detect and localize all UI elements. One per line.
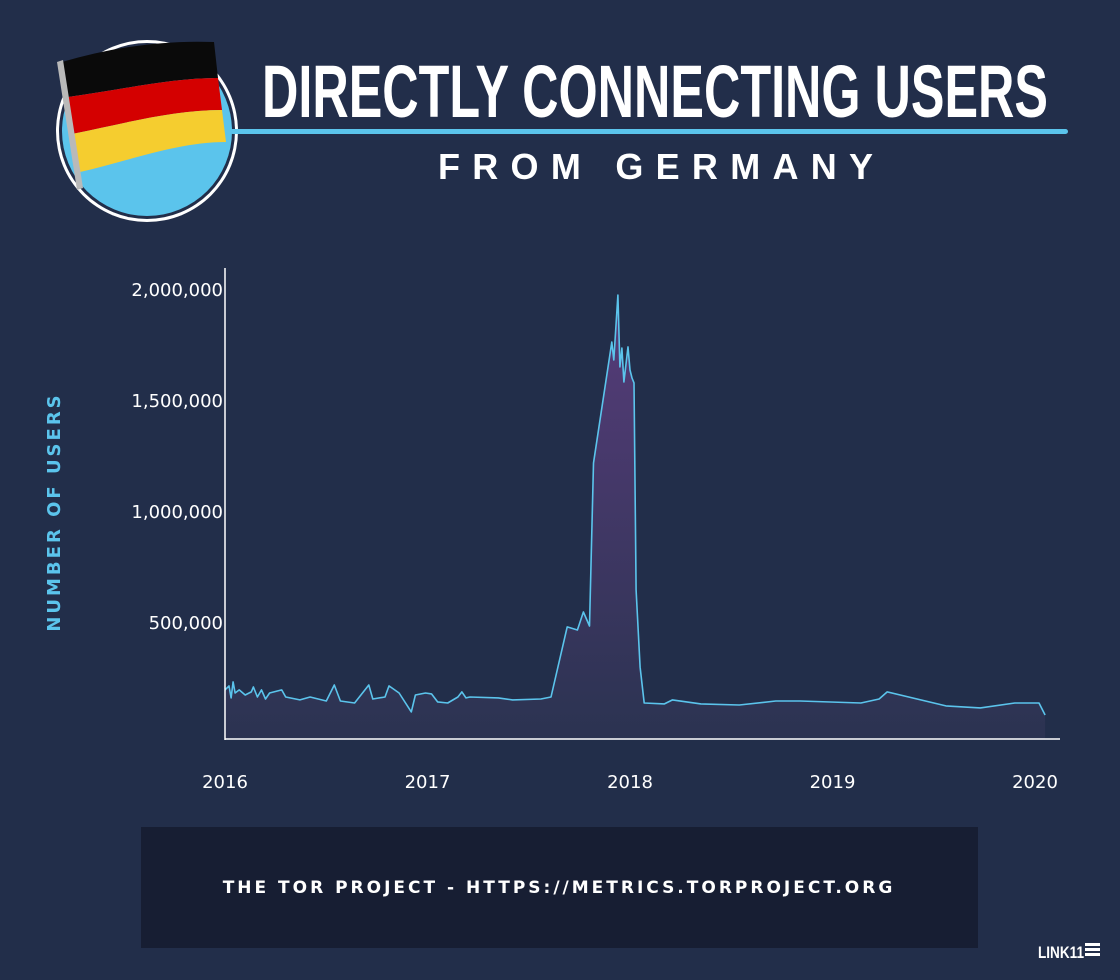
y-tick-label: 500,000 [149,613,223,634]
y-axis-ticks: 500,000 1,000,000 1,500,000 2,000,000 [131,280,223,634]
x-tick-label: 2018 [607,772,653,793]
x-tick-label: 2016 [202,772,248,793]
series-line [224,294,1046,716]
x-tick-label: 2019 [810,772,856,793]
y-tick-label: 1,000,000 [131,502,223,523]
y-axis-label: NUMBER OF USERS [44,392,65,631]
x-tick-label: 2017 [405,772,451,793]
link11-logo: LINK11 [1038,943,1100,962]
x-tick-label: 2020 [1012,772,1058,793]
svg-text:LINK11: LINK11 [1038,943,1084,962]
source-text: THE TOR PROJECT - HTTPS://METRICS.TORPRO… [223,878,896,898]
y-tick-label: 1,500,000 [131,391,223,412]
title-underline [230,129,1068,134]
plot-area [224,294,1046,739]
germany-flag-icon [56,40,238,222]
chart-subtitle: FROM GERMANY [438,146,873,187]
x-axis-ticks: 2016 2017 2018 2019 2020 [202,772,1058,793]
y-tick-label: 2,000,000 [131,280,223,301]
chart-title: DIRECTLY CONNECTING USERS [262,50,1048,133]
source-box [141,827,978,948]
